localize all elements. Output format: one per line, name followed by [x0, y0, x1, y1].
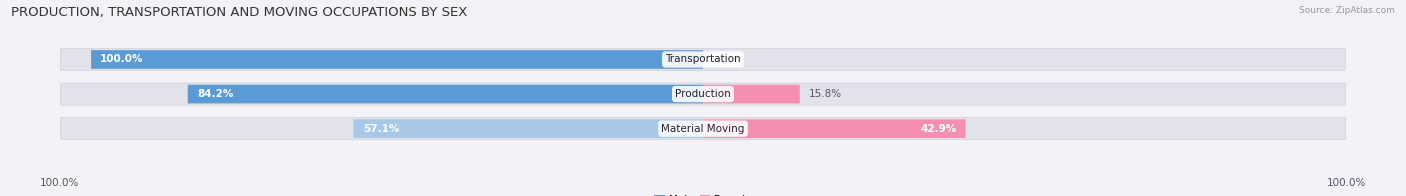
Text: 100.0%: 100.0% [100, 54, 143, 64]
Text: Transportation: Transportation [665, 54, 741, 64]
Text: PRODUCTION, TRANSPORTATION AND MOVING OCCUPATIONS BY SEX: PRODUCTION, TRANSPORTATION AND MOVING OC… [11, 6, 468, 19]
FancyBboxPatch shape [703, 119, 966, 138]
Legend: Male, Female: Male, Female [650, 191, 756, 196]
Text: 42.9%: 42.9% [920, 124, 956, 134]
FancyBboxPatch shape [188, 85, 703, 103]
Text: 100.0%: 100.0% [39, 178, 79, 188]
Text: Production: Production [675, 89, 731, 99]
Text: 15.8%: 15.8% [808, 89, 842, 99]
Text: 100.0%: 100.0% [1327, 178, 1367, 188]
FancyBboxPatch shape [60, 83, 1346, 105]
FancyBboxPatch shape [703, 85, 800, 103]
Text: Source: ZipAtlas.com: Source: ZipAtlas.com [1299, 6, 1395, 15]
Text: 57.1%: 57.1% [363, 124, 399, 134]
FancyBboxPatch shape [353, 119, 703, 138]
Text: Material Moving: Material Moving [661, 124, 745, 134]
Text: 84.2%: 84.2% [197, 89, 233, 99]
FancyBboxPatch shape [60, 118, 1346, 140]
FancyBboxPatch shape [60, 48, 1346, 71]
FancyBboxPatch shape [91, 50, 703, 69]
